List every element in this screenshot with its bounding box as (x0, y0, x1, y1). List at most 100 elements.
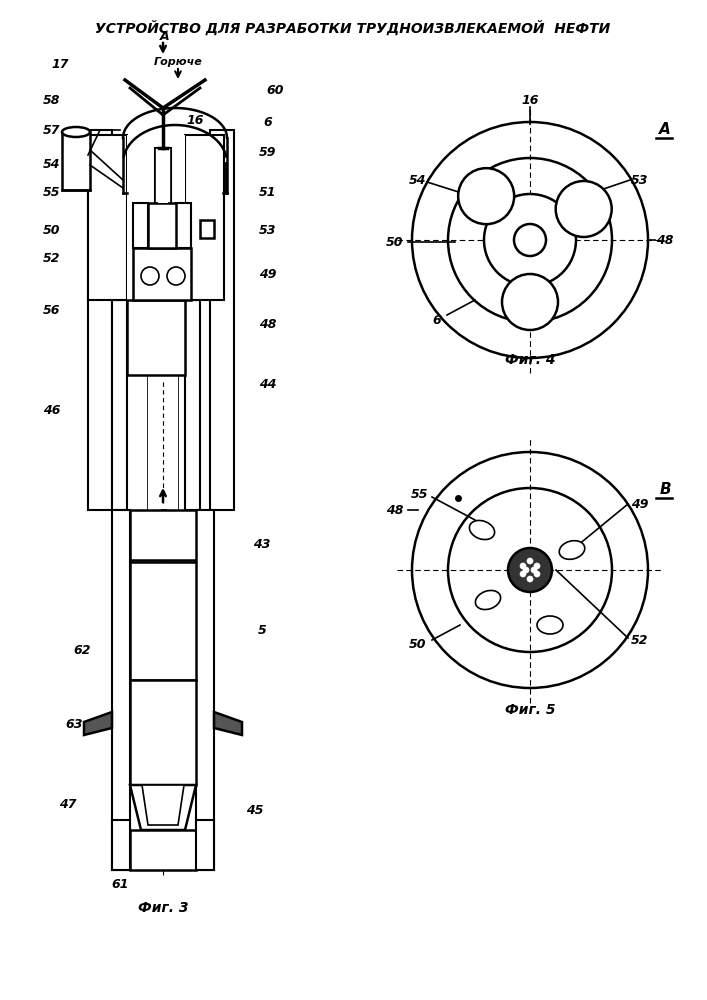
Bar (196, 510, 214, 870)
Bar (88, 135, 127, 300)
Text: 54: 54 (43, 158, 61, 172)
Text: 48: 48 (386, 504, 404, 516)
Bar (158, 148, 168, 203)
Text: 49: 49 (259, 268, 276, 282)
Circle shape (514, 224, 546, 256)
Text: А: А (659, 122, 671, 137)
Text: 5: 5 (257, 624, 267, 637)
Circle shape (556, 181, 612, 237)
Circle shape (412, 452, 648, 688)
Text: 6: 6 (264, 116, 272, 129)
Circle shape (527, 576, 533, 582)
Text: 49: 49 (631, 497, 649, 510)
Bar (130, 562, 196, 680)
Circle shape (167, 267, 185, 285)
Text: 44: 44 (259, 378, 276, 391)
Bar (148, 300, 178, 510)
Text: 50: 50 (386, 235, 404, 248)
Bar (155, 148, 161, 203)
Circle shape (531, 567, 537, 573)
Text: 60: 60 (267, 84, 284, 97)
Text: 45: 45 (246, 804, 264, 816)
Bar (130, 510, 196, 560)
Text: 52: 52 (631, 634, 649, 647)
Polygon shape (142, 785, 184, 825)
Polygon shape (84, 712, 112, 735)
Bar (185, 300, 200, 510)
Text: Фиг. 3: Фиг. 3 (138, 901, 188, 915)
Text: 63: 63 (65, 718, 83, 732)
Text: 55: 55 (411, 488, 428, 502)
Bar (155, 148, 171, 203)
Text: 16: 16 (186, 113, 204, 126)
Text: 17: 17 (51, 58, 69, 72)
Circle shape (534, 563, 540, 569)
Text: Горюче: Горюче (153, 57, 202, 67)
Circle shape (523, 567, 529, 573)
Text: УСТРОЙСТВО ДЛЯ РАЗРАБОТКИ ТРУДНОИЗВЛЕКАЕМОЙ  НЕФТИ: УСТРОЙСТВО ДЛЯ РАЗРАБОТКИ ТРУДНОИЗВЛЕКАЕ… (95, 20, 611, 36)
Circle shape (520, 563, 526, 569)
Circle shape (502, 274, 558, 330)
Bar (112, 820, 130, 870)
Bar (133, 248, 191, 300)
Text: 57: 57 (43, 123, 61, 136)
Bar (210, 130, 234, 510)
Ellipse shape (469, 520, 495, 540)
Bar (112, 820, 130, 870)
Bar (196, 820, 214, 870)
Bar (196, 820, 214, 870)
Text: 47: 47 (59, 798, 77, 812)
Text: 46: 46 (43, 403, 61, 416)
Bar (185, 135, 224, 300)
Circle shape (458, 168, 514, 224)
Ellipse shape (475, 590, 501, 610)
Ellipse shape (62, 127, 90, 137)
Bar (130, 830, 196, 870)
Text: 61: 61 (111, 879, 129, 892)
Bar (196, 510, 214, 870)
Text: 52: 52 (43, 251, 61, 264)
Bar (62, 132, 90, 190)
Text: А: А (160, 30, 170, 43)
Bar (130, 680, 196, 785)
Bar (112, 510, 130, 870)
Text: 43: 43 (253, 538, 271, 552)
Text: Фиг. 5: Фиг. 5 (505, 703, 555, 717)
Bar (88, 135, 127, 300)
Bar (176, 203, 191, 248)
Ellipse shape (537, 616, 563, 634)
Text: 55: 55 (43, 186, 61, 198)
Text: 54: 54 (409, 174, 427, 186)
Bar (148, 203, 176, 248)
Text: Фиг. 4: Фиг. 4 (505, 353, 555, 367)
Bar (88, 130, 112, 510)
Polygon shape (214, 712, 242, 735)
Circle shape (534, 571, 540, 577)
Bar (127, 300, 185, 375)
Circle shape (448, 158, 612, 322)
Bar (133, 203, 148, 248)
Bar (130, 562, 196, 680)
Bar (112, 510, 130, 870)
Bar (176, 203, 191, 248)
Bar (165, 148, 171, 203)
Text: 58: 58 (43, 94, 61, 106)
Text: В: В (158, 508, 168, 520)
Text: 62: 62 (74, 644, 90, 656)
Bar (200, 220, 214, 238)
Bar (185, 300, 200, 510)
Text: 51: 51 (259, 186, 276, 198)
Text: 48: 48 (656, 233, 674, 246)
Text: 16: 16 (521, 94, 539, 106)
Text: 53: 53 (631, 174, 649, 186)
Text: В: В (659, 483, 671, 497)
Circle shape (527, 558, 533, 564)
Ellipse shape (559, 541, 585, 559)
Circle shape (508, 548, 552, 592)
Circle shape (412, 122, 648, 358)
Text: 50: 50 (43, 224, 61, 236)
Circle shape (448, 488, 612, 652)
Text: 50: 50 (409, 639, 427, 652)
Polygon shape (130, 785, 196, 830)
Text: 56: 56 (43, 304, 61, 316)
